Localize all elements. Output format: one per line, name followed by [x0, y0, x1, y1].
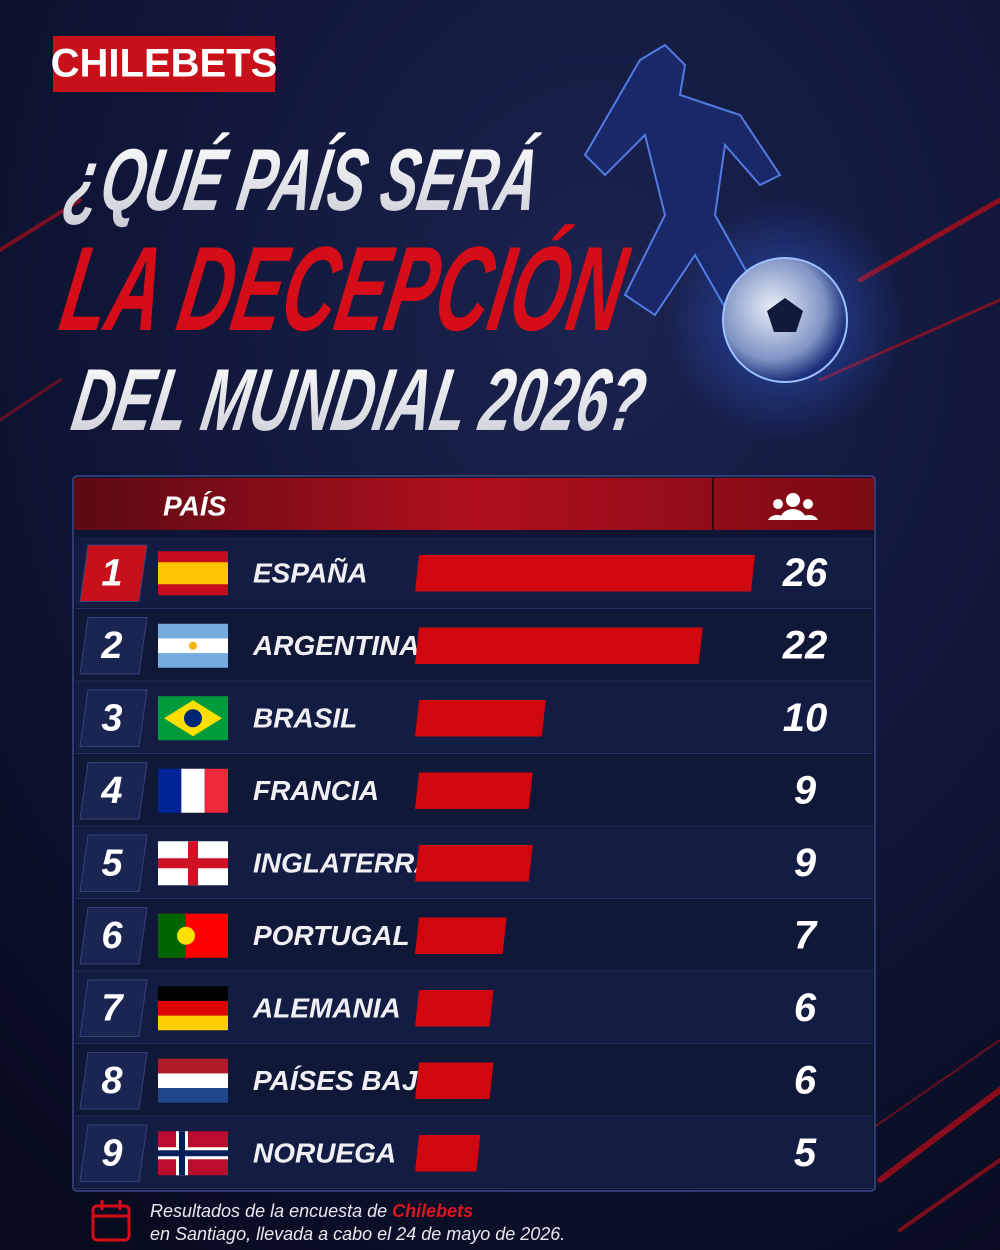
rank: 3 [101, 697, 122, 739]
footer: Resultados de la encuesta de Chilebets e… [91, 1200, 565, 1244]
headline-line: LA DECEPCIÓN [52, 222, 637, 356]
value-label: 7 [794, 913, 818, 957]
table-row: 3 BRASIL 10 [75, 682, 873, 754]
bar [415, 1135, 481, 1172]
flag-part [204, 768, 228, 813]
calendar-icon [91, 1200, 131, 1242]
headline-line: DEL MUNDIAL 2026? [66, 351, 653, 449]
country-name: INGLATERRA [253, 848, 434, 879]
rank: 4 [100, 770, 122, 812]
table-row: 8 PAÍSES BAJOS 6 [75, 1044, 873, 1117]
flag-part [158, 1058, 228, 1074]
rank-box [79, 1124, 148, 1182]
bar [415, 990, 494, 1027]
headline-line: ¿QUÉ PAÍS SERÁ [60, 131, 547, 229]
country-name: ALEMANIA [252, 993, 401, 1024]
rank: 2 [100, 625, 122, 667]
table-row: 1 ESPAÑA 26 [75, 537, 873, 609]
rank-box [79, 762, 148, 820]
value-label: 9 [794, 768, 817, 812]
bar [415, 917, 507, 954]
table-rows: 1 ESPAÑA 262 ARGENTINA 223 BRASIL 104 FRANCIA 95… [75, 537, 873, 1189]
rank: 7 [101, 987, 124, 1029]
value-label: 10 [783, 696, 828, 740]
country-name: NORUEGA [253, 1138, 396, 1169]
brand-name: CHILEBETS [51, 42, 278, 86]
footer-text: en Santiago, llevada a cabo el 24 de may… [150, 1224, 565, 1244]
bar [415, 1062, 494, 1099]
rank-box [79, 544, 148, 602]
value-label: 6 [794, 1058, 817, 1102]
rank: 6 [101, 915, 123, 957]
footer-text-part: Resultados de la encuesta de [150, 1201, 392, 1221]
bar [415, 845, 533, 882]
headline: ¿QUÉ PAÍS SERÁ LA DECEPCIÓN DEL MUNDIAL … [52, 131, 653, 449]
bar [415, 700, 546, 737]
value-label: 5 [794, 1131, 817, 1175]
value-label: 6 [794, 986, 817, 1030]
rank: 5 [101, 842, 123, 884]
bar [415, 555, 755, 592]
table-row: 5 INGLATERRA 9 [75, 827, 873, 899]
flag-part [158, 986, 228, 1001]
footer-highlight: Chilebets [392, 1201, 473, 1221]
flag-part [189, 641, 197, 650]
rank-box [79, 689, 148, 747]
rank-box [79, 834, 148, 892]
country-name: PORTUGAL [253, 920, 410, 951]
flag-part [158, 1150, 228, 1157]
rank-box [79, 1052, 148, 1110]
rank: 8 [101, 1060, 123, 1102]
table-row: 2 ARGENTINA 22 [75, 609, 873, 682]
table-row: 6 PORTUGAL 7 [75, 899, 873, 972]
flag-part [184, 709, 202, 728]
flag-part [158, 1073, 228, 1089]
rank-box [79, 907, 148, 965]
rank: 9 [101, 1132, 122, 1174]
flag-part [158, 768, 182, 813]
value-label: 26 [782, 551, 828, 595]
country-name: ESPAÑA [253, 558, 368, 589]
table-row: 7 ALEMANIA 6 [75, 972, 873, 1044]
people-icon [768, 493, 818, 520]
rank-box [79, 617, 148, 675]
player-illustration [583, 43, 905, 440]
table-row: 9 NORUEGA 5 [75, 1117, 873, 1189]
flag-part [158, 1000, 228, 1016]
flag-part [177, 926, 195, 945]
table-row: 4 FRANCIA 9 [75, 754, 873, 827]
flag-part [158, 858, 228, 869]
flag-part [158, 1015, 228, 1031]
country-name: FRANCIA [253, 775, 379, 806]
country-name: BRASIL [253, 703, 357, 734]
country-name: ARGENTINA [252, 630, 419, 661]
rank-box [79, 979, 148, 1037]
value-label: 22 [782, 623, 828, 667]
rank: 1 [101, 552, 122, 594]
flag-part [181, 768, 205, 813]
flag-part [158, 562, 228, 585]
bar [415, 772, 533, 809]
footer-text: Resultados de la encuesta de Chilebets [150, 1201, 473, 1221]
brand-badge: CHILEBETS [51, 36, 278, 92]
flag-part [158, 1088, 228, 1103]
value-label: 9 [794, 841, 817, 885]
column-header: PAÍS [163, 490, 227, 521]
bar [415, 627, 703, 664]
